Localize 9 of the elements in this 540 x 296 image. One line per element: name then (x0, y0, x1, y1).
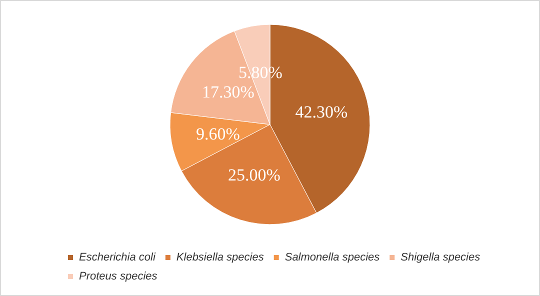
legend-label: Shigella species (400, 252, 481, 264)
legend-label: Salmonella species (284, 252, 380, 264)
legend-label: Klebsiella species (176, 252, 264, 264)
data-label: 17.30% (202, 82, 254, 102)
data-label: 9.60% (196, 124, 240, 144)
legend-label: Proteus species (79, 270, 158, 282)
data-label: 42.30% (295, 102, 348, 122)
data-label: 25.00% (228, 166, 280, 185)
legend-label: Escherichia coli (79, 252, 156, 264)
